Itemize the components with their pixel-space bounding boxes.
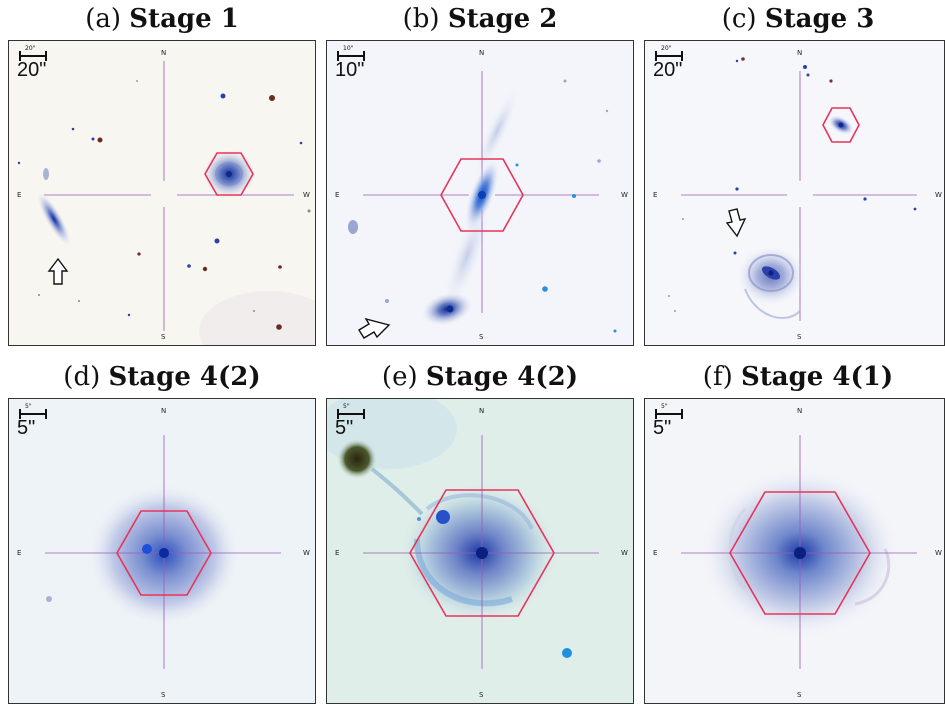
target-hexagon bbox=[729, 491, 871, 615]
panel-stage: Stage 4(2) bbox=[108, 362, 261, 392]
scale-small-label: 5" bbox=[661, 403, 668, 410]
target-hexagon bbox=[116, 510, 212, 596]
sky-image bbox=[327, 399, 633, 703]
north-label: N bbox=[479, 407, 485, 415]
panel-letter: (f) bbox=[702, 362, 733, 392]
panel-e: (e) Stage 4(2) bbox=[326, 358, 634, 704]
east-label: E bbox=[653, 549, 658, 557]
scale-label: 5" bbox=[17, 417, 36, 439]
panel-title: (f) Stage 4(1) bbox=[644, 358, 945, 396]
scale-small-label: 5" bbox=[343, 403, 350, 410]
south-label: S bbox=[161, 333, 166, 341]
target-hexagon bbox=[822, 107, 860, 143]
east-label: E bbox=[17, 191, 22, 199]
foreground-star bbox=[337, 439, 377, 479]
south-label: S bbox=[479, 691, 484, 699]
image-frame: 5" 5" N S E W bbox=[644, 398, 945, 704]
sky-image bbox=[327, 41, 633, 345]
panel-b: (b) Stage 2 bbox=[326, 0, 634, 350]
panel-title: (c) Stage 3 bbox=[644, 0, 945, 38]
scale-label: 10" bbox=[335, 59, 365, 81]
west-label: W bbox=[303, 191, 310, 199]
east-label: E bbox=[653, 191, 658, 199]
arrow-icon bbox=[358, 317, 391, 339]
arrow-icon bbox=[47, 257, 69, 285]
east-label: E bbox=[335, 191, 340, 199]
south-label: S bbox=[479, 333, 484, 341]
panel-letter: (c) bbox=[721, 4, 757, 34]
north-label: N bbox=[797, 49, 803, 57]
target-hexagon bbox=[204, 152, 254, 196]
scale-small-label: 10" bbox=[343, 45, 354, 52]
north-label: N bbox=[161, 407, 167, 415]
sky-image bbox=[645, 399, 944, 703]
image-frame: 20" 20" N S E W bbox=[8, 40, 316, 346]
sky-image bbox=[9, 399, 315, 703]
scale-label: 5" bbox=[653, 417, 672, 439]
panel-d: (d) Stage 4(2) 5" 5" N S bbox=[8, 358, 316, 704]
panel-stage: Stage 2 bbox=[447, 4, 558, 34]
west-label: W bbox=[303, 549, 310, 557]
east-label: E bbox=[335, 549, 340, 557]
scale-label: 5" bbox=[335, 417, 354, 439]
scale-small-label: 5" bbox=[25, 403, 32, 410]
south-label: S bbox=[797, 333, 802, 341]
arrow-icon bbox=[725, 208, 747, 238]
panel-c: (c) Stage 3 bbox=[644, 0, 945, 350]
scale-small-label: 20" bbox=[25, 45, 36, 52]
image-frame: 10" 10" N S E W bbox=[326, 40, 634, 346]
panel-stage: Stage 3 bbox=[764, 4, 875, 34]
panel-title: (d) Stage 4(2) bbox=[8, 358, 316, 396]
panel-stage: Stage 4(1) bbox=[740, 362, 894, 392]
image-frame: 5" 5" N S E W bbox=[8, 398, 316, 704]
crosshair bbox=[363, 71, 599, 313]
panel-stage: Stage 1 bbox=[129, 4, 239, 34]
north-label: N bbox=[161, 49, 167, 57]
panel-title: (e) Stage 4(2) bbox=[326, 358, 634, 396]
south-label: S bbox=[161, 691, 166, 699]
panel-stage: Stage 4(2) bbox=[425, 362, 579, 392]
scale-small-label: 20" bbox=[661, 45, 672, 52]
south-label: S bbox=[797, 691, 802, 699]
west-label: W bbox=[935, 191, 942, 199]
scale-label: 20" bbox=[653, 59, 683, 81]
panel-a: (a) Stage 1 bbox=[8, 0, 316, 350]
sky-image bbox=[9, 41, 315, 345]
panel-f: (f) Stage 4(1) 5" 5" N S bbox=[644, 358, 945, 704]
sky-image bbox=[645, 41, 944, 345]
companion-galaxy bbox=[37, 192, 71, 246]
target-hexagon bbox=[409, 489, 555, 617]
west-label: W bbox=[935, 549, 942, 557]
west-label: W bbox=[621, 191, 628, 199]
east-label: E bbox=[17, 549, 22, 557]
panel-letter: (b) bbox=[402, 4, 440, 34]
crosshair bbox=[44, 61, 294, 331]
panel-letter: (e) bbox=[381, 362, 418, 392]
west-label: W bbox=[621, 549, 628, 557]
panel-title: (a) Stage 1 bbox=[8, 0, 316, 38]
image-frame: 20" 20" N S E W bbox=[644, 40, 945, 346]
north-label: N bbox=[479, 49, 485, 57]
scale-label: 20" bbox=[17, 59, 47, 81]
panel-letter: (d) bbox=[63, 362, 101, 392]
image-frame: 5" 5" N S E W bbox=[326, 398, 634, 704]
north-label: N bbox=[797, 407, 803, 415]
target-hexagon bbox=[440, 158, 524, 232]
panel-title: (b) Stage 2 bbox=[326, 0, 634, 38]
panel-letter: (a) bbox=[85, 4, 122, 34]
